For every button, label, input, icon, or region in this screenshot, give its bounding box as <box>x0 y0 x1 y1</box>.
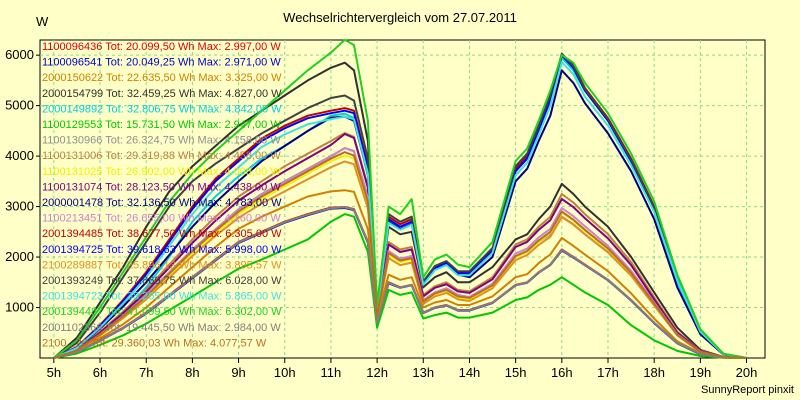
legend-entry: 2001394725 Tot: 39.618,63 Wh Max: 5.998,… <box>42 244 282 256</box>
x-tick-label: 16h <box>551 365 573 380</box>
x-tick-label: 14h <box>459 365 481 380</box>
x-tick-label: 9h <box>231 365 245 380</box>
y-tick-label: 6000 <box>5 47 34 62</box>
x-tick-label: 17h <box>597 365 619 380</box>
x-tick-label: 11h <box>321 365 342 380</box>
y-tick-label: 4000 <box>5 148 34 163</box>
legend-entry: 2100...20 Tot: 29.360,03 Wh Max: 4.077,5… <box>42 337 267 349</box>
legend-entry: 1100131025 Tot: 26.902,00 Wh Max: 4.008,… <box>42 166 281 178</box>
series-line <box>53 133 747 359</box>
legend-entry: 1100096541 Tot: 20.049,25 Wh Max: 2.971,… <box>42 57 281 69</box>
legend-entry: 2000001478 Tot: 32.136,50 Wh Max: 4.783,… <box>42 197 282 209</box>
chart-title: Wechselrichtervergleich vom 27.07.2011 <box>283 10 517 25</box>
x-tick-label: 19h <box>689 365 711 380</box>
series-line <box>53 151 747 359</box>
x-tick-label: 7h <box>139 365 153 380</box>
x-tick-label: 8h <box>185 365 199 380</box>
legend-entry: 1100131074 Tot: 28.123,50 Wh Max: 4.438,… <box>42 181 281 193</box>
series-line <box>53 213 747 359</box>
legend-entry: 2000150622 Tot: 22.635,50 Wh Max: 3.325,… <box>42 72 282 84</box>
legend-entry: 2001393249 Tot: 37.869,75 Wh Max: 6.028,… <box>42 275 282 287</box>
series-line <box>53 189 747 359</box>
legend-entry: 2001394723 Tot: 38.265,00 Wh Max: 5.865,… <box>42 291 282 303</box>
y-tick-label: 2000 <box>5 249 34 264</box>
x-tick-label: 18h <box>643 365 665 380</box>
x-tick-label: 12h <box>366 365 388 380</box>
x-tick-label: 10h <box>274 365 296 380</box>
x-tick-label: 13h <box>412 365 434 380</box>
y-axis-label: W <box>36 14 49 29</box>
legend-entry: 2000154799 Tot: 32.459,25 Wh Max: 4.827,… <box>42 88 282 100</box>
series-line <box>53 61 747 359</box>
legend-entry: 1100096436 Tot: 20.099,50 Wh Max: 2.997,… <box>42 41 281 53</box>
legend-entry: 2001394487 Tot: 41.099,50 Wh Max: 6.302,… <box>42 306 282 318</box>
series-line <box>53 52 747 359</box>
legend-entry: 2001102366 Tot: 19.445,50 Wh Max: 2.984,… <box>42 322 281 334</box>
legend-entry: 1100130966 Tot: 26.324,75 Wh Max: 4.158,… <box>42 135 281 147</box>
x-tick-label: 6h <box>93 365 107 380</box>
series-line <box>53 206 747 359</box>
legend-entry: 2001394485 Tot: 38.677,50 Wh Max: 6.305,… <box>42 228 282 240</box>
legend-entry: 2000149892 Tot: 32.806,75 Wh Max: 4.842,… <box>42 103 282 115</box>
y-tick-label: 3000 <box>5 199 34 214</box>
footer-label: SunnyReport pinxit <box>701 384 794 396</box>
legend-entry: 2100289887 Tot: 25.896,13 Wh Max: 3.895,… <box>42 259 282 271</box>
legend-entry: 1100129553 Tot: 15.731,50 Wh Max: 2.947,… <box>42 119 281 131</box>
series-line <box>53 38 747 359</box>
x-tick-label: 5h <box>47 365 61 380</box>
y-tick-label: 1000 <box>5 300 34 315</box>
legend-entry: 1100213451 Tot: 26.655,00 Wh Max: 4.160,… <box>42 213 281 225</box>
y-tick-label: 5000 <box>5 98 34 113</box>
x-tick-label: 20h <box>736 365 758 380</box>
legend-entry: 1100131006 Tot: 29.319,88 Wh Max: 4.458,… <box>42 150 281 162</box>
x-tick-label: 15h <box>505 365 527 380</box>
